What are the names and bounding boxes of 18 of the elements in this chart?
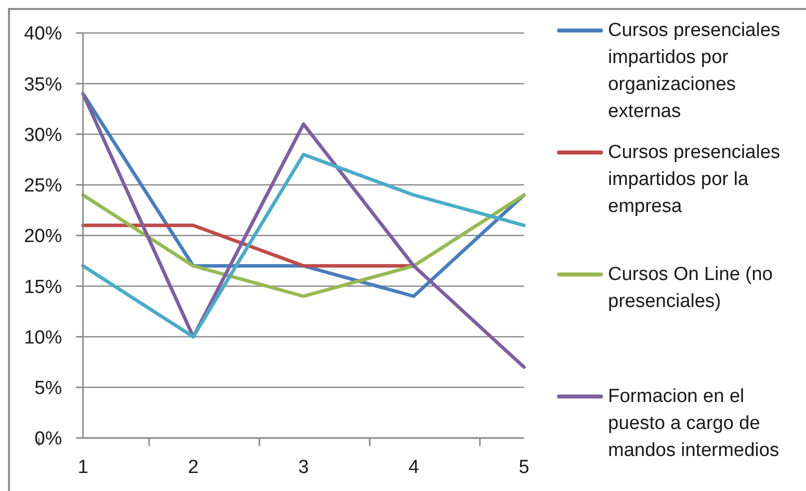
x-tick-label: 4: [408, 456, 420, 478]
x-tick-label: 3: [298, 456, 309, 478]
x-tick-label: 5: [518, 456, 530, 478]
y-tick-label: 20%: [24, 226, 62, 248]
y-tick-label: 30%: [24, 124, 62, 146]
y-tick-label: 25%: [24, 176, 62, 197]
y-tick-label: 0%: [34, 428, 62, 450]
y-tick-label: 5%: [34, 378, 62, 400]
legend-label: Cursos presenciales impartidos por organizaciones externas: [608, 20, 780, 122]
legend-label: Cursos presenciales impartidos por la empresa: [608, 142, 780, 217]
y-tick-label: 10%: [24, 327, 62, 348]
y-tick-label: 15%: [24, 276, 62, 298]
y-tick-label: 35%: [24, 74, 62, 96]
x-tick-label: 1: [78, 456, 88, 478]
y-tick-label: 40%: [24, 24, 62, 45]
legend-label: Cursos On Line (no presenciales): [608, 264, 773, 312]
legend-label: Formacion en el puesto a cargo de mandos intermedios: [608, 386, 780, 461]
x-tick-label: 2: [188, 456, 199, 478]
